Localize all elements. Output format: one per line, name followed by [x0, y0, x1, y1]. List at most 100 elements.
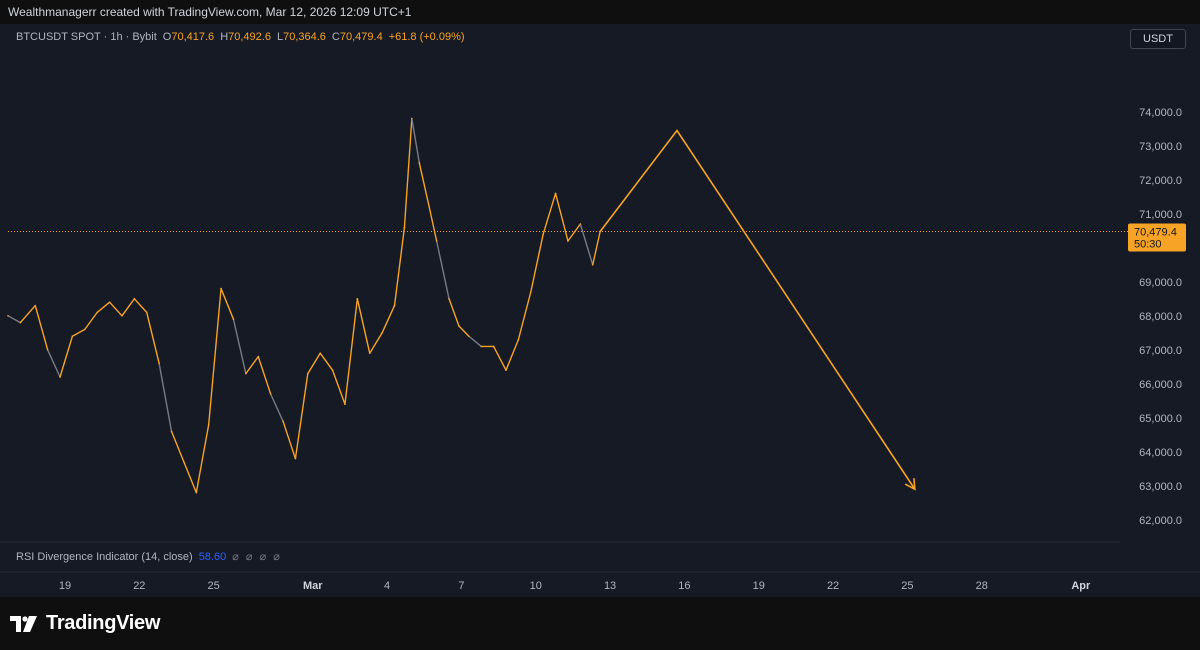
- x-tick-label: 16: [678, 580, 690, 592]
- price-point: [158, 362, 160, 365]
- price-point: [331, 369, 334, 372]
- price-segment: [505, 338, 520, 371]
- price-segment: [108, 301, 123, 317]
- price-point: [368, 352, 371, 355]
- price-point: [245, 372, 247, 375]
- y-axis-labels: 74,000.0 73,000.0 72,000.0 71,000.0 69,000.0…: [1139, 107, 1182, 527]
- price-segment: [369, 332, 383, 354]
- close-value: C 70,479.4: [332, 31, 383, 43]
- rsi-indicator-legend[interactable]: RSI Divergence Indicator (14, close) 58.…: [16, 550, 282, 564]
- price-point: [294, 457, 297, 460]
- price-segment: [19, 304, 36, 324]
- price-segment: [554, 192, 569, 242]
- price-segment: [530, 233, 544, 293]
- change-value: +61.8 (+0.09%): [388, 31, 465, 43]
- high-value: H 70,492.6: [220, 31, 271, 43]
- price-point: [554, 192, 557, 195]
- price-tag-price: 70,479.4: [1134, 227, 1177, 239]
- price-chart[interactable]: 74,000.0 73,000.0 72,000.0 71,000.0 69,000.0…: [0, 24, 1200, 597]
- x-tick-label: 4: [384, 580, 390, 592]
- x-tick-label: 13: [604, 580, 616, 592]
- price-point: [220, 287, 222, 290]
- price-point: [448, 298, 450, 300]
- price-segment: [411, 117, 420, 164]
- price-segment: [592, 230, 601, 266]
- x-tick-label: 10: [530, 580, 542, 592]
- open-number: 70,417.6: [171, 31, 215, 43]
- symbol-name: BTCUSDT SPOT · 1h · Bybit: [16, 31, 157, 43]
- price-segment: [84, 311, 98, 331]
- x-tick-label: 19: [59, 580, 71, 592]
- price-segment: [245, 355, 259, 375]
- price-segment: [319, 352, 334, 371]
- open-label: O: [162, 31, 172, 43]
- price-point: [71, 335, 74, 338]
- x-tick-label: 25: [208, 580, 220, 592]
- open-value: O 70,417.6: [163, 31, 214, 43]
- price-segment: [34, 304, 49, 351]
- price-point: [7, 315, 9, 317]
- high-label: H: [220, 31, 229, 43]
- x-tick-label: 19: [753, 580, 765, 592]
- price-point: [542, 233, 544, 235]
- price-segment: [59, 335, 74, 378]
- price-segment: [356, 298, 371, 354]
- price-point: [133, 298, 136, 300]
- chart-panel[interactable]: 74,000.0 73,000.0 72,000.0 71,000.0 69,000.0…: [0, 24, 1200, 597]
- x-tick-label: 22: [133, 580, 145, 592]
- price-point: [428, 206, 431, 208]
- chart-credit: Wealthmanagerr created with TradingView.…: [0, 0, 1200, 24]
- price-segment: [567, 223, 582, 242]
- x-axis-labels: 19 22 25 Mar 4 7 10 13 16 19 22 25 28 Apr: [59, 580, 1091, 592]
- series-layer: [7, 117, 1128, 494]
- price-point: [480, 345, 483, 348]
- rsi-placeholders: ⌀ ⌀ ⌀ ⌀: [232, 551, 282, 563]
- price-point: [529, 291, 532, 293]
- low-label: L: [276, 31, 284, 43]
- y-tick-label: 71,000.0: [1139, 209, 1182, 221]
- projection-line[interactable]: [599, 129, 916, 490]
- price-segment: [468, 335, 482, 348]
- brand-name: TradingView: [46, 612, 161, 634]
- price-point: [591, 264, 594, 266]
- price-segment: [282, 420, 297, 460]
- price-segment: [7, 315, 22, 324]
- price-point: [46, 349, 49, 351]
- price-point: [108, 301, 111, 304]
- price-segment: [579, 223, 594, 266]
- price-point: [306, 372, 309, 375]
- price-point: [403, 226, 406, 229]
- price-segment: [46, 349, 61, 378]
- price-point: [84, 328, 86, 331]
- price-segment: [448, 298, 460, 327]
- price-segment: [183, 461, 198, 494]
- price-point: [183, 461, 185, 463]
- price-segment: [403, 117, 413, 229]
- currency-button[interactable]: USDT: [1130, 29, 1186, 49]
- price-point: [468, 335, 470, 338]
- close-label: C: [331, 31, 340, 43]
- price-segment: [517, 291, 532, 341]
- price-segment: [207, 287, 222, 426]
- price-tag-box: [1128, 223, 1186, 252]
- footer-brand: TradingView: [0, 597, 1200, 650]
- y-tick-label: 67,000.0: [1139, 345, 1182, 357]
- price-segment: [269, 393, 284, 422]
- x-tick-label: Apr: [1071, 580, 1091, 592]
- price-segment: [435, 240, 450, 300]
- price-point: [344, 403, 346, 406]
- price-segment: [492, 345, 507, 371]
- price-segment: [121, 298, 136, 317]
- y-tick-label: 62,000.0: [1139, 515, 1182, 527]
- price-segment: [133, 298, 148, 314]
- price-segment: [458, 325, 470, 337]
- close-number: 70,479.4: [339, 31, 383, 43]
- price-segment: [307, 352, 321, 375]
- price-point: [418, 162, 421, 164]
- price-point: [381, 332, 383, 334]
- price-point: [492, 345, 495, 348]
- low-number: 70,364.6: [283, 31, 326, 43]
- y-tick-label: 64,000.0: [1139, 447, 1182, 459]
- y-tick-label: 72,000.0: [1139, 175, 1182, 187]
- price-point: [356, 298, 359, 300]
